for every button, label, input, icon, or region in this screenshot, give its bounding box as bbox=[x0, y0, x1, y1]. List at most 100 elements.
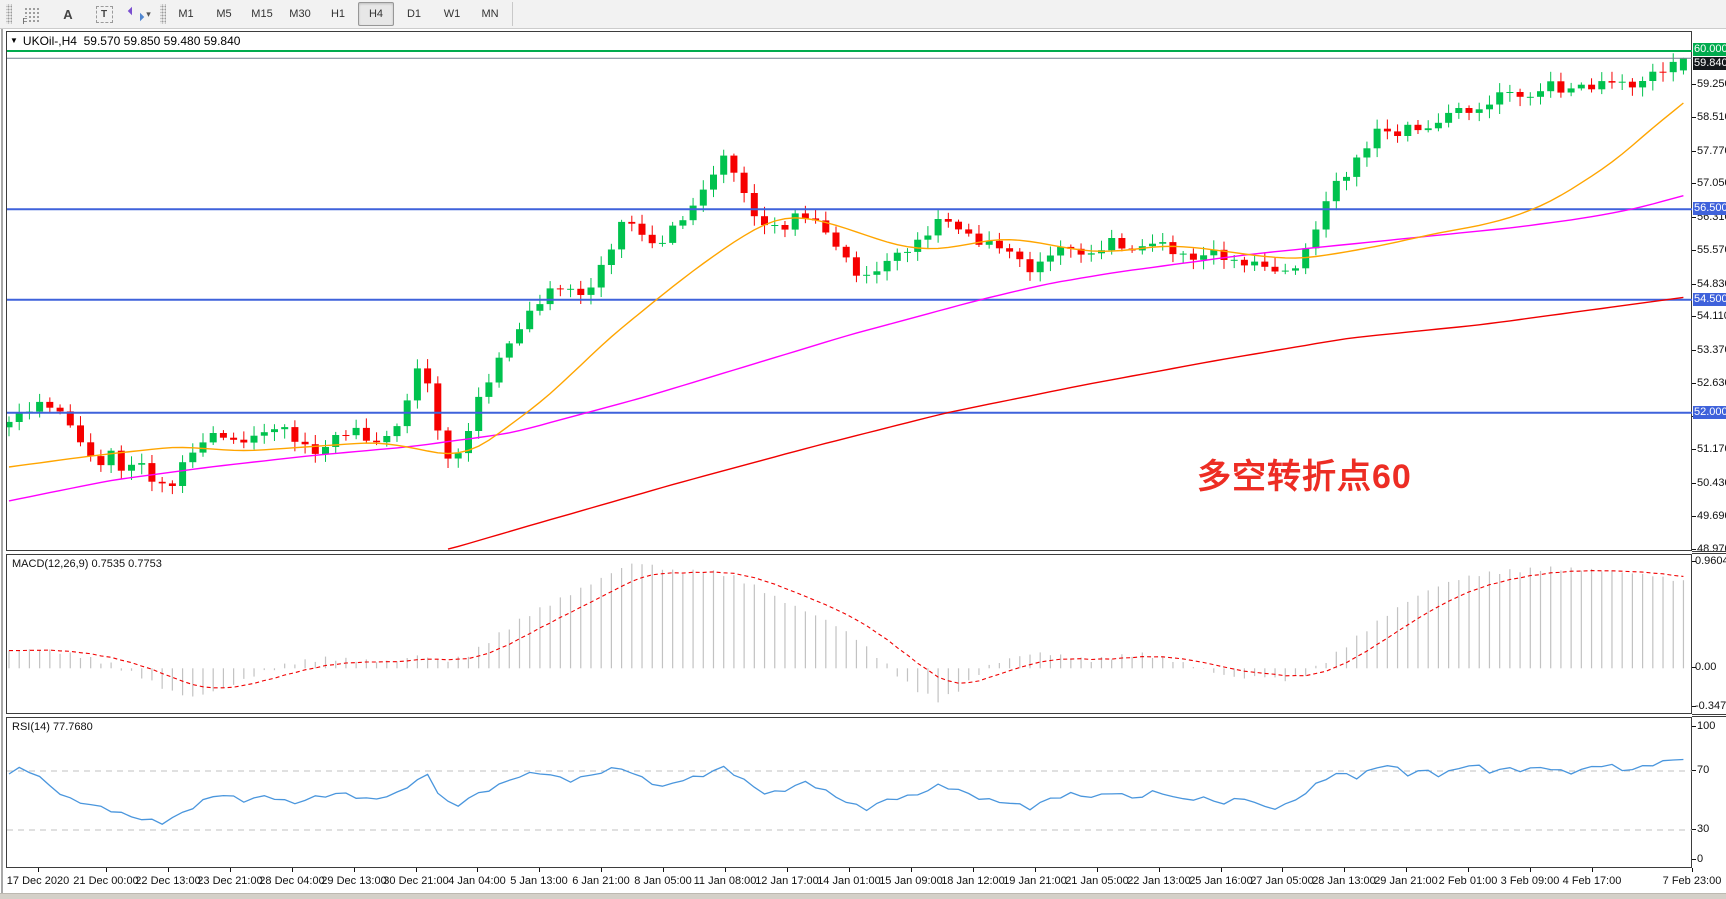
rsi-axis-label: 0 bbox=[1697, 853, 1704, 865]
macd-pane[interactable] bbox=[6, 554, 1692, 714]
toolbar-drag-handle[interactable] bbox=[160, 4, 166, 24]
candle bbox=[1353, 157, 1361, 177]
rsi-line bbox=[8, 758, 1684, 825]
rsi-axis-label: 100 bbox=[1697, 720, 1716, 732]
price-axis-tick bbox=[1692, 217, 1696, 218]
candle bbox=[281, 427, 289, 430]
price-axis-tick bbox=[1692, 183, 1696, 184]
main-chart-pane[interactable] bbox=[6, 31, 1693, 551]
candle bbox=[822, 220, 830, 233]
candle bbox=[628, 221, 636, 224]
candle bbox=[148, 463, 156, 482]
candle bbox=[475, 396, 483, 431]
timeframe-button-M30[interactable]: M30 bbox=[289, 8, 311, 20]
candle bbox=[1046, 255, 1054, 262]
candle bbox=[1516, 92, 1524, 97]
time-axis[interactable]: 17 Dec 2020 21 Dec 00:00 22 Dec 13:00 23 De… bbox=[6, 868, 1721, 893]
price-axis-label: 57.050 bbox=[1697, 177, 1726, 189]
candle bbox=[362, 427, 370, 441]
rsi-pane[interactable] bbox=[6, 717, 1693, 868]
candle bbox=[117, 450, 125, 471]
candle bbox=[1639, 81, 1647, 88]
candle bbox=[505, 343, 513, 358]
time-axis-label: 6 Jan 21:00 bbox=[572, 875, 630, 887]
candle bbox=[158, 481, 166, 484]
time-axis-label: 23 Dec 21:00 bbox=[197, 875, 263, 887]
timeframe-button-M1[interactable]: M1 bbox=[178, 8, 194, 20]
pane-separator[interactable] bbox=[1692, 551, 1726, 552]
candle bbox=[168, 483, 176, 486]
arrow-tools-button[interactable]: ▾ bbox=[122, 2, 158, 26]
price-axis-label: 59.250 bbox=[1697, 78, 1726, 90]
candle bbox=[1240, 259, 1248, 266]
candle bbox=[1271, 266, 1279, 272]
candle bbox=[107, 450, 115, 466]
candle bbox=[842, 246, 850, 258]
price-axis-label: 58.510 bbox=[1697, 111, 1726, 123]
candle bbox=[1445, 112, 1453, 123]
charts-grid-button[interactable]: F bbox=[14, 2, 50, 26]
candle bbox=[66, 411, 74, 426]
time-axis-label: 29 Jan 21:00 bbox=[1374, 875, 1438, 887]
time-axis-tick bbox=[168, 868, 169, 872]
timeframe-button-MN[interactable]: MN bbox=[481, 8, 499, 20]
font-button[interactable]: A bbox=[50, 2, 86, 26]
time-axis-label: 22 Dec 13:00 bbox=[135, 875, 201, 887]
pane-separator[interactable] bbox=[1692, 714, 1726, 715]
time-axis-tick bbox=[725, 868, 726, 872]
price-axis[interactable]: 59.25058.51057.77057.05056.31055.57054.8… bbox=[1692, 29, 1726, 893]
toolbar-drag-handle[interactable] bbox=[6, 4, 12, 24]
candle bbox=[801, 213, 809, 219]
candle bbox=[230, 437, 238, 440]
timeframe-button-D1[interactable]: D1 bbox=[406, 8, 422, 20]
candle bbox=[1220, 249, 1228, 260]
candle bbox=[1628, 81, 1636, 88]
candle bbox=[1547, 81, 1555, 92]
price-axis-tick bbox=[1692, 151, 1696, 152]
time-axis-label: 21 Jan 05:00 bbox=[1065, 875, 1129, 887]
price-axis-label: 48.970 bbox=[1697, 543, 1726, 555]
text-label-button[interactable]: T bbox=[86, 2, 122, 26]
price-axis-label: 51.170 bbox=[1697, 443, 1726, 455]
timeframe-button-M5[interactable]: M5 bbox=[216, 8, 232, 20]
price-axis-tick bbox=[1692, 117, 1696, 118]
timeframe-button-W1[interactable]: W1 bbox=[443, 8, 461, 20]
candle bbox=[1281, 270, 1289, 272]
price-axis-label: 53.370 bbox=[1697, 344, 1726, 356]
candle bbox=[311, 444, 319, 454]
candle bbox=[924, 235, 932, 240]
candle bbox=[536, 304, 544, 311]
time-axis-label: 3 Feb 09:00 bbox=[1500, 875, 1560, 887]
time-axis-tick bbox=[1221, 868, 1222, 872]
candle bbox=[1251, 261, 1259, 266]
candle bbox=[699, 189, 707, 206]
time-axis-label: 30 Dec 21:00 bbox=[383, 875, 449, 887]
price-axis-tick bbox=[1692, 284, 1696, 285]
time-axis-label: 29 Dec 13:00 bbox=[321, 875, 387, 887]
timeframe-button-H1[interactable]: H1 bbox=[330, 8, 346, 20]
candle bbox=[1057, 246, 1065, 256]
candle bbox=[271, 429, 278, 433]
timeframe-button-M15[interactable]: M15 bbox=[251, 8, 273, 20]
time-axis-tick bbox=[1468, 868, 1469, 872]
candle bbox=[1455, 108, 1463, 113]
price-tag-56.500: 56.500 bbox=[1693, 202, 1726, 215]
price-tag-54.500: 54.500 bbox=[1693, 293, 1726, 306]
price-tag-60.000: 60.000 bbox=[1693, 43, 1726, 56]
timeframe-button-H4[interactable]: H4 bbox=[358, 2, 394, 26]
rsi-axis-label: 30 bbox=[1697, 823, 1710, 835]
candle bbox=[975, 233, 983, 245]
price-axis-tick bbox=[1692, 516, 1696, 517]
time-axis-tick bbox=[849, 868, 850, 872]
candle bbox=[250, 435, 258, 443]
time-axis-label: 14 Jan 01:00 bbox=[817, 875, 881, 887]
time-axis-label: 28 Jan 13:00 bbox=[1312, 875, 1376, 887]
chart-annotation-text[interactable]: 多空转折点60 bbox=[1197, 458, 1412, 496]
candle bbox=[1292, 268, 1299, 271]
candle bbox=[128, 464, 135, 471]
candle bbox=[87, 442, 95, 457]
time-axis-tick bbox=[1692, 868, 1693, 872]
price-axis-label: 50.430 bbox=[1697, 477, 1726, 489]
candle bbox=[1343, 176, 1350, 181]
candle bbox=[1230, 259, 1238, 261]
